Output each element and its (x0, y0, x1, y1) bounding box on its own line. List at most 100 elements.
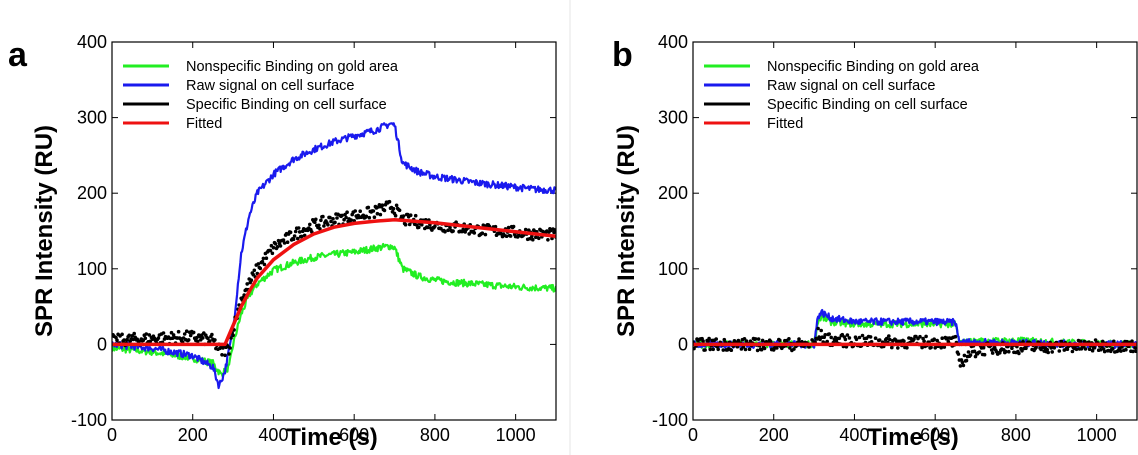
data-point (273, 242, 278, 246)
data-point (285, 240, 290, 244)
legend-entry: Nonspecific Binding on gold area (767, 59, 980, 75)
data-point (260, 259, 265, 264)
panel-label-a: a (8, 36, 28, 74)
data-point (433, 224, 437, 229)
data-point (708, 347, 712, 352)
data-point (825, 339, 829, 344)
data-point (868, 335, 873, 339)
data-point (147, 333, 152, 337)
x-tick-label: 400 (258, 425, 288, 445)
data-point (208, 339, 212, 343)
data-point (271, 245, 276, 250)
data-point (1092, 346, 1097, 350)
data-point (942, 345, 947, 349)
data-point (924, 334, 928, 339)
data-point (1046, 350, 1050, 355)
data-point (206, 336, 210, 341)
data-point (918, 334, 922, 339)
chart-panel-a: a SPR Intensity (RU) Time (s) 0 200 400 600… (8, 32, 557, 451)
data-point (973, 354, 978, 359)
legend-entry: Fitted (767, 116, 803, 132)
data-point (201, 336, 205, 340)
data-point (382, 208, 387, 213)
legend: Nonspecific Binding on gold area Raw sign… (123, 59, 399, 132)
data-point (472, 231, 477, 235)
data-point (322, 224, 326, 228)
data-point (516, 233, 521, 238)
data-point (714, 337, 718, 341)
y-tick-label: -100 (71, 410, 107, 430)
data-point (534, 235, 538, 240)
data-point (768, 339, 773, 344)
data-point (231, 333, 235, 338)
data-point (958, 364, 963, 368)
data-point (888, 337, 892, 342)
series-line-raw (693, 308, 1137, 349)
data-point (308, 222, 312, 227)
plot-area (112, 122, 556, 390)
y-axis-label-a: SPR Intensity (RU) (31, 125, 58, 337)
data-point (401, 214, 406, 218)
data-point (747, 347, 752, 352)
data-point (292, 234, 297, 238)
data-point (504, 234, 509, 238)
data-point (840, 332, 845, 337)
data-point (1065, 347, 1070, 352)
data-point (340, 213, 344, 218)
data-point (210, 332, 214, 337)
data-point (553, 228, 556, 232)
data-point (291, 237, 296, 242)
data-point (956, 352, 961, 356)
data-point (397, 208, 402, 213)
legend-entry: Fitted (186, 116, 222, 132)
data-point (1102, 349, 1107, 354)
data-point (270, 251, 275, 256)
data-point (960, 360, 965, 365)
data-point (367, 215, 372, 220)
data-point (990, 351, 995, 355)
data-point (759, 347, 764, 352)
data-point (966, 350, 971, 354)
data-point (1024, 346, 1028, 351)
data-point (896, 346, 900, 350)
data-point (220, 353, 224, 357)
series-line-fitted (112, 217, 556, 347)
data-point (276, 238, 281, 243)
legend-entry: Specific Binding on cell surface (767, 97, 968, 113)
data-point (962, 353, 967, 358)
data-point (816, 326, 820, 331)
data-point (977, 350, 982, 354)
data-point (778, 338, 782, 343)
data-point (1130, 339, 1134, 344)
data-point (788, 346, 792, 350)
data-point (408, 213, 413, 217)
data-point (252, 268, 257, 273)
data-point (1090, 348, 1095, 353)
data-point (701, 339, 705, 343)
data-point (753, 337, 758, 341)
data-point (366, 205, 371, 210)
x-tick-label: 800 (1001, 425, 1031, 445)
data-point (1039, 347, 1043, 352)
data-point (508, 234, 513, 238)
y-tick-label: 0 (678, 334, 688, 354)
data-point (877, 338, 882, 342)
data-point (120, 332, 124, 337)
data-point (722, 337, 727, 342)
data-point (483, 232, 488, 237)
data-point (953, 334, 958, 339)
data-point (213, 338, 217, 342)
data-point (506, 225, 511, 230)
data-point (282, 241, 287, 245)
data-point (1017, 351, 1021, 356)
data-point (328, 215, 332, 220)
data-point (940, 336, 944, 341)
y-tick-label: -100 (652, 410, 688, 430)
data-point (1112, 339, 1116, 344)
data-point (413, 213, 418, 218)
data-point (182, 332, 187, 336)
data-point (371, 209, 376, 213)
y-tick-label: 400 (77, 32, 107, 52)
data-point (393, 213, 398, 218)
